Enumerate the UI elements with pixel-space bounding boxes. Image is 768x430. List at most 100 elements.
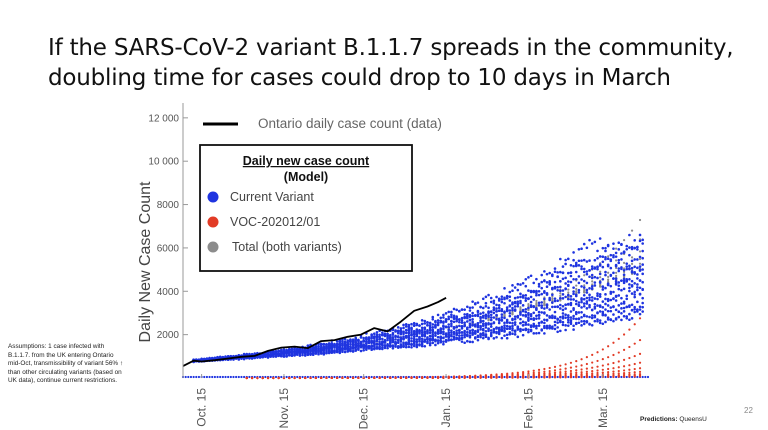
current-variant-point	[399, 344, 403, 348]
baseline-point	[476, 375, 480, 379]
current-variant-point	[460, 316, 464, 320]
current-variant-point	[357, 338, 360, 342]
baseline-point	[189, 375, 193, 379]
voc-point	[569, 372, 573, 375]
current-variant-point	[521, 333, 525, 337]
current-variant-point	[447, 310, 451, 314]
current-variant-point	[466, 305, 469, 309]
current-variant-point	[556, 271, 559, 274]
total-point	[599, 283, 602, 286]
current-variant-point	[466, 316, 469, 320]
current-variant-point	[641, 301, 644, 305]
current-variant-point	[548, 324, 551, 328]
voc-point	[628, 364, 631, 367]
current-variant-point	[330, 342, 334, 346]
current-variant-point	[367, 336, 371, 339]
current-variant-point	[537, 313, 541, 317]
current-variant-point	[476, 313, 480, 316]
current-variant-point	[617, 284, 621, 287]
current-variant-point	[463, 315, 466, 319]
baseline-point	[232, 375, 235, 379]
current-variant-point	[630, 266, 634, 270]
current-variant-point	[553, 327, 557, 331]
baseline-point	[227, 375, 230, 379]
baseline-point	[280, 375, 283, 379]
current-variant-point	[436, 339, 440, 342]
baseline-point	[354, 375, 357, 379]
current-variant-point	[609, 259, 613, 263]
current-variant-point	[431, 326, 435, 329]
total-point	[622, 270, 626, 274]
baseline-point	[620, 375, 623, 379]
voc-point	[638, 370, 642, 373]
current-variant-point	[264, 355, 267, 358]
current-variant-point	[620, 302, 623, 305]
current-variant-point	[628, 304, 631, 307]
current-variant-point	[628, 267, 631, 270]
y-tick-label: 12 000	[148, 113, 179, 124]
voc-point	[601, 368, 604, 371]
current-variant-point	[460, 321, 464, 324]
current-variant-point	[564, 276, 567, 280]
current-variant-point	[527, 311, 530, 315]
current-variant-point	[572, 328, 575, 331]
current-variant-point	[572, 324, 575, 328]
current-variant-point	[301, 353, 304, 357]
current-variant-point	[540, 273, 544, 277]
current-variant-point	[341, 342, 344, 345]
current-variant-point	[503, 326, 506, 330]
total-point	[519, 307, 522, 310]
baseline-point	[381, 375, 384, 379]
current-variant-point	[370, 340, 373, 343]
current-variant-point	[524, 277, 528, 281]
current-variant-point	[311, 349, 315, 353]
current-variant-point	[407, 339, 411, 343]
current-variant-point	[481, 314, 485, 318]
current-variant-point	[341, 346, 344, 350]
total-point	[591, 283, 594, 286]
current-variant-point	[524, 294, 528, 297]
voc-point	[585, 370, 588, 373]
current-variant-point	[327, 346, 331, 349]
current-variant-point	[516, 325, 520, 328]
total-point	[575, 291, 578, 294]
current-variant-point	[572, 317, 575, 320]
current-variant-point	[625, 315, 629, 318]
current-variant-point	[574, 312, 578, 316]
slide-title: If the SARS-CoV-2 variant B.1.1.7 spread…	[48, 33, 748, 93]
model-legend: Daily new case count (Model) Current Var…	[199, 144, 413, 272]
current-variant-point	[242, 352, 246, 356]
current-variant-point	[633, 307, 637, 311]
current-variant-point	[418, 324, 421, 327]
current-variant-point	[524, 323, 528, 326]
current-variant-point	[383, 332, 387, 335]
current-variant-point	[630, 303, 634, 307]
voc-point	[474, 374, 477, 377]
current-variant-point	[630, 279, 634, 283]
voc-point	[245, 376, 248, 380]
current-variant-point	[566, 297, 570, 301]
baseline-point	[450, 375, 453, 379]
current-variant-point	[455, 325, 458, 329]
current-variant-point	[362, 348, 365, 352]
baseline-point	[343, 375, 347, 379]
current-variant-point	[606, 243, 610, 247]
current-variant-point	[604, 308, 607, 311]
voc-point	[559, 364, 562, 367]
current-variant-point	[622, 273, 626, 277]
x-tick-label: Oct. 15	[195, 388, 209, 427]
total-point	[615, 271, 618, 274]
current-variant-point	[614, 251, 618, 255]
total-point	[607, 271, 610, 274]
baseline-point	[301, 375, 304, 379]
current-variant-point	[638, 233, 642, 237]
current-variant-point	[580, 300, 583, 304]
current-variant-point	[620, 311, 623, 315]
current-variant-point	[617, 269, 621, 273]
voc-point	[601, 348, 604, 351]
current-variant-point	[559, 270, 562, 274]
title-line-1: If the SARS-CoV-2 variant B.1.1.7 spread…	[48, 35, 734, 61]
current-variant-point	[444, 325, 448, 328]
voc-point	[325, 376, 328, 379]
current-variant-point	[636, 277, 639, 280]
